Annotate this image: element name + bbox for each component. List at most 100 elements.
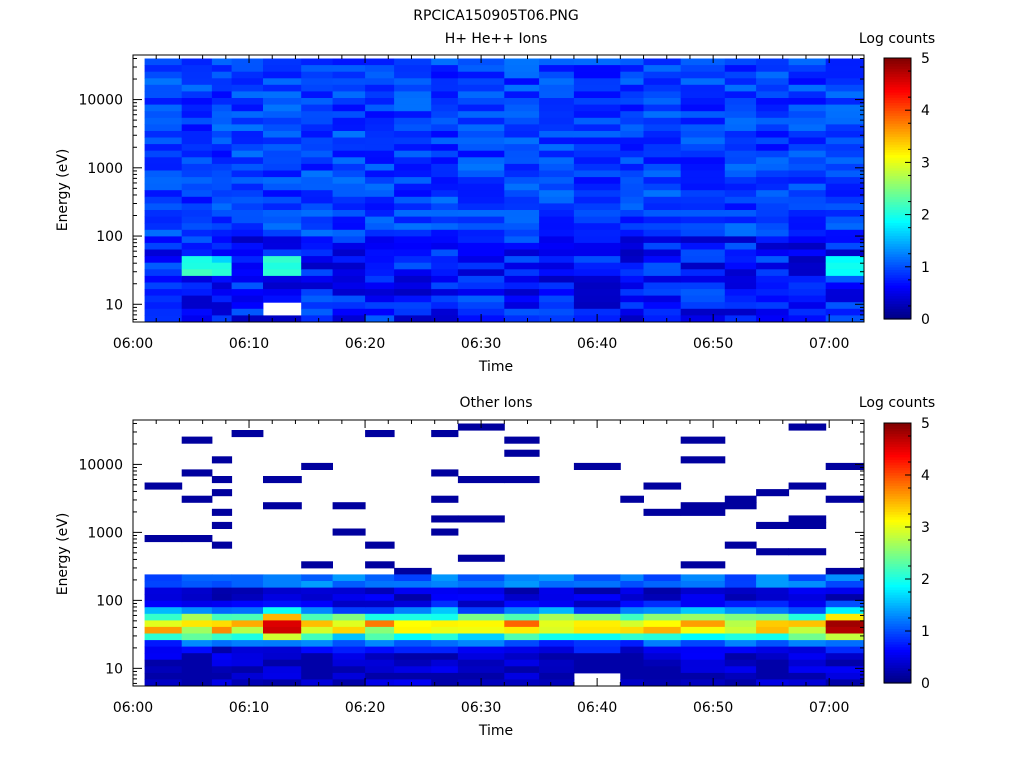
heatmap-cell — [144, 98, 183, 106]
heatmap-cell — [263, 104, 302, 112]
heatmap-cell — [643, 262, 682, 270]
colorbar-swatch — [884, 219, 911, 224]
heatmap-cell — [211, 256, 233, 264]
colorbar-swatch — [884, 214, 911, 218]
heatmap-cell — [680, 256, 726, 264]
heatmap-cell — [431, 620, 459, 628]
heatmap-cell — [394, 295, 432, 303]
heatmap-cell — [825, 91, 865, 99]
heatmap-cell — [504, 262, 540, 270]
heatmap-cell — [573, 308, 621, 316]
heatmap-cell — [788, 256, 827, 264]
heatmap-cell — [788, 482, 827, 490]
heatmap-cell — [211, 302, 233, 310]
heatmap-cell — [431, 269, 459, 277]
colorbar-swatch — [884, 553, 911, 557]
heatmap-cell — [788, 177, 827, 185]
heatmap-cell — [457, 117, 505, 125]
colorbar-swatch — [884, 654, 911, 658]
heatmap-cell — [825, 137, 865, 145]
heatmap-cell — [332, 594, 366, 602]
heatmap-cell — [643, 131, 682, 139]
colorbar-swatch — [884, 146, 911, 150]
heatmap-cell — [573, 289, 621, 297]
heatmap-cell — [263, 216, 302, 224]
heatmap-cell — [144, 672, 183, 680]
heatmap-cell — [181, 282, 213, 290]
heatmap-cell — [332, 236, 366, 244]
heatmap-cell — [431, 672, 459, 680]
heatmap-cell — [301, 71, 333, 79]
heatmap-cell — [365, 84, 395, 92]
heatmap-cell — [431, 183, 459, 191]
heatmap-cell — [756, 308, 790, 316]
heatmap-cell — [394, 581, 432, 589]
heatmap-cell — [181, 177, 213, 185]
heatmap-cell — [724, 613, 757, 621]
colorbar-swatch — [884, 99, 911, 103]
heatmap-cell — [825, 295, 865, 303]
heatmap-cell — [573, 633, 621, 641]
heatmap-cell — [504, 131, 540, 139]
heatmap-cell — [788, 653, 827, 661]
heatmap-cell — [724, 124, 757, 132]
heatmap-cell — [231, 607, 264, 615]
heatmap-cell — [181, 163, 213, 171]
heatmap-cell — [394, 183, 432, 191]
heatmap-cell — [211, 666, 233, 674]
colorbar-label: Log counts — [859, 31, 935, 47]
heatmap-cell — [365, 269, 395, 277]
heatmap-cell — [573, 124, 621, 132]
heatmap-cell — [365, 124, 395, 132]
heatmap-cell — [620, 308, 644, 316]
heatmap-cell — [756, 574, 790, 582]
heatmap-cell — [643, 626, 682, 634]
colorbar-swatch — [884, 649, 911, 653]
heatmap-cell — [144, 144, 183, 152]
heatmap-cell — [724, 607, 757, 615]
colorbar-swatch — [884, 618, 911, 622]
colorbar-swatch — [884, 261, 911, 265]
heatmap-cell — [301, 131, 333, 139]
heatmap-cell — [431, 469, 459, 477]
heatmap-cell — [724, 249, 757, 257]
heatmap-cell — [788, 607, 827, 615]
heatmap-cell — [620, 256, 644, 264]
heatmap-cell — [504, 269, 540, 277]
heatmap-cell — [431, 275, 459, 283]
heatmap-cell — [332, 672, 366, 680]
heatmap-cell — [332, 249, 366, 257]
heatmap-cell — [231, 183, 264, 191]
heatmap-cell — [620, 242, 644, 250]
heatmap-cell — [825, 626, 865, 634]
colorbar-swatch — [884, 620, 911, 624]
heatmap-cell — [144, 210, 183, 218]
heatmap-cell — [332, 190, 366, 198]
heatmap-cell — [181, 98, 213, 106]
heatmap-cell — [394, 157, 432, 165]
heatmap-cell — [301, 203, 333, 211]
heatmap-cell — [457, 242, 505, 250]
heatmap-cell — [788, 249, 827, 257]
heatmap-cell — [620, 190, 644, 198]
heatmap-cell — [788, 210, 827, 218]
heatmap-cell — [231, 98, 264, 106]
heatmap-cell — [431, 216, 459, 224]
heatmap-cell — [394, 150, 432, 158]
heatmap-cell — [788, 71, 827, 79]
colorbar-swatch — [884, 659, 911, 663]
colorbar-swatch — [884, 615, 911, 619]
heatmap-cell — [181, 613, 213, 621]
heatmap-cell — [788, 117, 827, 125]
heatmap-cell — [620, 659, 644, 667]
heatmap-cell — [724, 581, 757, 589]
colorbar-swatch — [884, 550, 911, 554]
heatmap-cell — [365, 626, 395, 634]
colorbar-swatch — [884, 144, 911, 148]
heatmap-cell — [457, 554, 505, 562]
colorbar-swatch — [884, 71, 911, 75]
heatmap-cell — [825, 607, 865, 615]
heatmap-cell — [756, 587, 790, 595]
heatmap-cell — [394, 282, 432, 290]
heatmap-cell — [573, 131, 621, 139]
